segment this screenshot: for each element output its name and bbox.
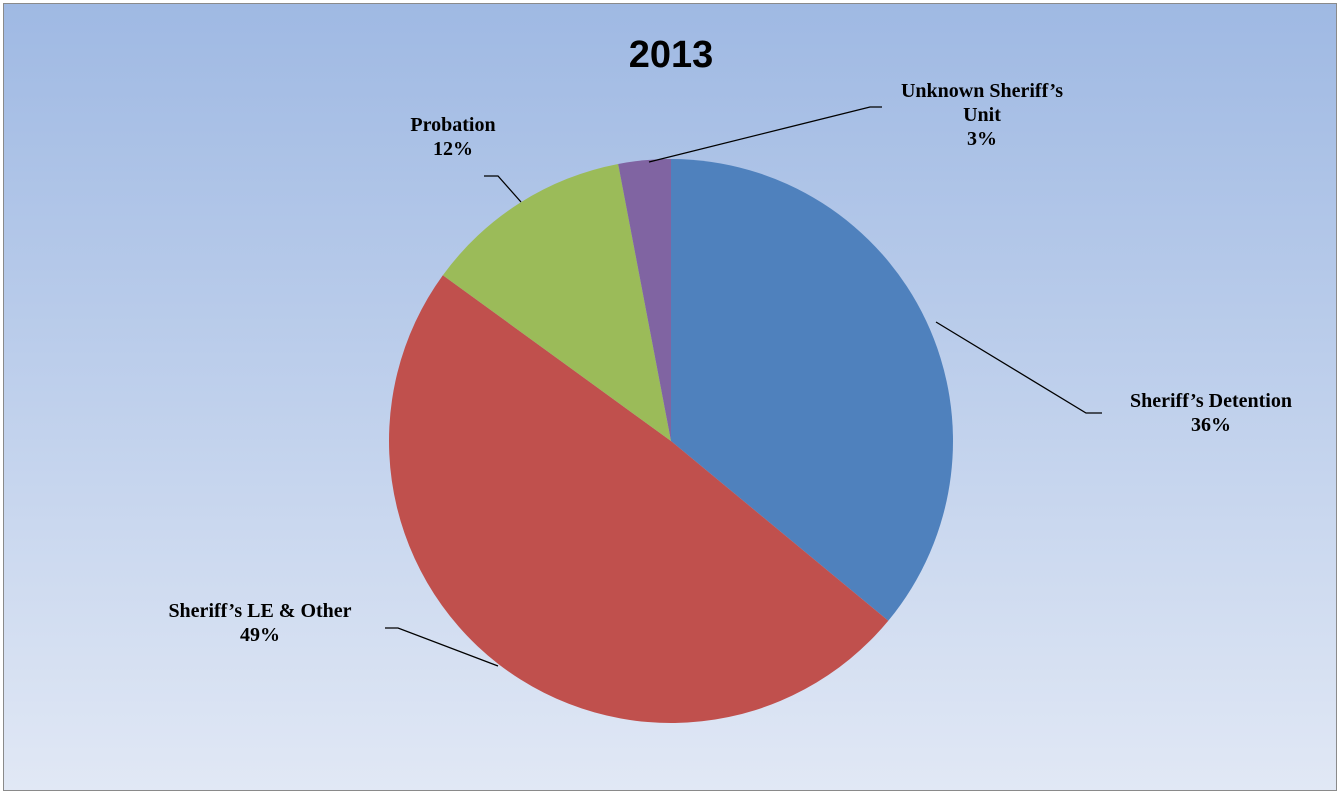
leader-line-sheriffs-detention xyxy=(935,321,1102,414)
data-label-sheriffs-le-other: Sheriff’s LE & Other 49% xyxy=(168,600,351,646)
pie-chart: Sheriff’s Detention 36% Sheriff’s LE & Oth… xyxy=(168,80,1292,723)
data-label-name-line: Probation xyxy=(410,114,495,136)
leader-line-sheriffs-le-other xyxy=(385,627,499,667)
pie-slice-probation xyxy=(442,163,671,441)
data-label-probation: Probation 12% xyxy=(410,114,495,160)
data-label-percent: 36% xyxy=(1191,414,1231,436)
data-label-percent: 49% xyxy=(240,624,280,646)
pie-slice-sheriffs-detention xyxy=(671,159,953,621)
data-label-unknown-sheriffs-unit: Unknown Sheriff’s Unit 3% xyxy=(901,80,1063,150)
chart-title: 2013 xyxy=(628,34,714,76)
data-label-percent: 3% xyxy=(967,128,997,150)
data-label-name-line: Sheriff’s LE & Other xyxy=(168,600,351,622)
data-label-name-line: Unknown Sheriff’s xyxy=(901,80,1063,102)
chart-area: 2013 Sheriff’s Detention 36% Sheriff’s LE … xyxy=(3,3,1337,791)
data-label-percent: 12% xyxy=(433,138,473,160)
data-label-name-line: Unit xyxy=(963,104,1001,126)
data-label-sheriffs-detention: Sheriff’s Detention 36% xyxy=(1130,390,1292,436)
leader-line-unknown-sheriffs-unit xyxy=(648,106,882,163)
data-label-name-line: Sheriff’s Detention xyxy=(1130,390,1292,412)
leader-line-probation xyxy=(484,175,522,203)
pie-slice-sheriffs-le-other xyxy=(389,275,889,723)
pie-slice-unknown-sheriffs-unit xyxy=(618,159,671,441)
